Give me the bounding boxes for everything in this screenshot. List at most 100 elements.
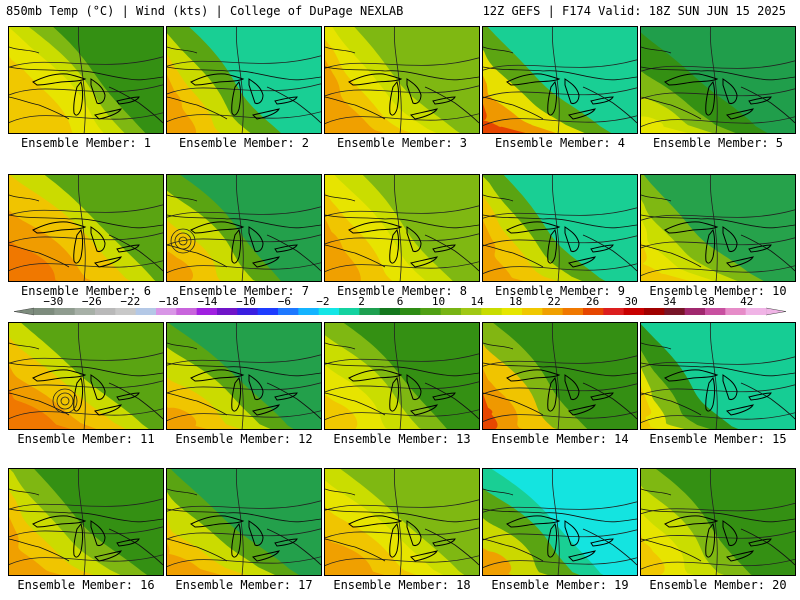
colorbar-swatch — [176, 308, 198, 315]
ensemble-map-19 — [482, 468, 638, 576]
ensemble-map-17 — [166, 468, 322, 576]
colorbar-swatch — [257, 308, 279, 315]
colorbar-tick-label: 30 — [625, 296, 638, 308]
temperature-field — [167, 175, 321, 281]
colorbar-tick-label: 14 — [470, 296, 484, 308]
temperature-field — [641, 175, 795, 281]
temperature-field — [9, 469, 163, 575]
colorbar-swatch — [95, 308, 116, 315]
colorbar-swatch — [542, 308, 564, 315]
ensemble-member-label: Ensemble Member: 1 — [20, 136, 152, 150]
temperature-field — [9, 323, 163, 429]
colorbar-swatch — [440, 308, 462, 315]
ensemble-member-label: Ensemble Member: 14 — [491, 432, 629, 446]
colorbar-tick-label: 18 — [509, 296, 522, 308]
ensemble-map-10 — [640, 174, 796, 282]
colorbar-swatch — [74, 308, 96, 315]
ensemble-member-label: Ensemble Member: 15 — [649, 432, 787, 446]
colorbar-swatch — [217, 308, 238, 315]
colorbar-swatch — [400, 308, 421, 315]
temperature-field — [483, 175, 637, 281]
colorbar-swatch — [481, 308, 503, 315]
ensemble-member-label: Ensemble Member: 9 — [494, 284, 626, 298]
ensemble-member-label: Ensemble Member: 13 — [333, 432, 471, 446]
colorbar-swatch — [339, 308, 360, 315]
ensemble-map-1 — [8, 26, 164, 134]
colorbar-swatch — [34, 308, 55, 315]
colorbar-swatch — [379, 308, 401, 315]
colorbar-tick-label: 10 — [432, 296, 445, 308]
temperature-field — [325, 27, 479, 133]
ensemble-map-16 — [8, 468, 164, 576]
temperature-field — [641, 323, 795, 429]
colorbar-swatch — [318, 308, 340, 315]
colorbar-tick-label: −10 — [236, 296, 256, 308]
ensemble-member-label: Ensemble Member: 5 — [652, 136, 784, 150]
temperature-field — [641, 469, 795, 575]
colorbar-swatch — [562, 308, 584, 315]
colorbar-swatch — [420, 308, 442, 315]
temperature-field — [483, 27, 637, 133]
colorbar-swatch — [54, 308, 76, 315]
ensemble-member-label: Ensemble Member: 11 — [17, 432, 155, 446]
colorbar-swatch — [583, 308, 604, 315]
ensemble-member-label: Ensemble Member: 4 — [494, 136, 626, 150]
ensemble-map-18 — [324, 468, 480, 576]
colorbar-tick-label: 38 — [702, 296, 715, 308]
colorbar-swatch — [725, 308, 747, 315]
colorbar-tick-label: −14 — [197, 296, 217, 308]
colorbar-arrow-left — [13, 307, 35, 316]
colorbar-swatch — [359, 308, 381, 315]
temperature-field — [483, 323, 637, 429]
temperature-field — [9, 27, 163, 133]
ensemble-member-label: Ensemble Member: 7 — [178, 284, 310, 298]
ensemble-map-14 — [482, 322, 638, 430]
colorbar-swatch — [603, 308, 625, 315]
temperature-field — [325, 469, 479, 575]
colorbar-swatch — [664, 308, 686, 315]
ensemble-member-label: Ensemble Member: 19 — [491, 578, 629, 592]
ensemble-map-8 — [324, 174, 480, 282]
colorbar-swatch — [522, 308, 543, 315]
colorbar-tick-label: 26 — [586, 296, 599, 308]
ensemble-map-2 — [166, 26, 322, 134]
colorbar-tick-label: 6 — [397, 296, 404, 308]
colorbar-swatch — [501, 308, 523, 315]
ensemble-map-13 — [324, 322, 480, 430]
ensemble-member-label: Ensemble Member: 6 — [20, 284, 152, 298]
ensemble-map-5 — [640, 26, 796, 134]
ensemble-map-15 — [640, 322, 796, 430]
ensemble-member-label: Ensemble Member: 2 — [178, 136, 310, 150]
temperature-field — [167, 27, 321, 133]
ensemble-member-label: Ensemble Member: 10 — [649, 284, 787, 298]
temperature-field — [641, 27, 795, 133]
ensemble-member-label: Ensemble Member: 16 — [17, 578, 155, 592]
temperature-field — [167, 323, 321, 429]
colorbar-swatch — [237, 308, 259, 315]
ensemble-map-6 — [8, 174, 164, 282]
ensemble-map-3 — [324, 26, 480, 134]
colorbar-swatch — [684, 308, 706, 315]
ensemble-member-label: Ensemble Member: 8 — [336, 284, 468, 298]
ensemble-member-label: Ensemble Member: 12 — [175, 432, 313, 446]
colorbar-swatch — [705, 308, 726, 315]
ensemble-member-label: Ensemble Member: 3 — [336, 136, 468, 150]
colorbar-swatch — [298, 308, 320, 315]
colorbar-tick-label: −30 — [43, 296, 63, 308]
colorbar-swatch — [623, 308, 645, 315]
colorbar-tick-label: −18 — [159, 296, 179, 308]
colorbar-swatch — [644, 308, 665, 315]
colorbar-tick-label: 22 — [547, 296, 560, 308]
colorbar-swatch — [278, 308, 299, 315]
ensemble-map-4 — [482, 26, 638, 134]
colorbar-swatch — [156, 308, 177, 315]
colorbar-tick-label: 2 — [358, 296, 365, 308]
ensemble-member-label: Ensemble Member: 20 — [649, 578, 787, 592]
colorbar-tick-label: 34 — [663, 296, 677, 308]
colorbar-swatch — [115, 308, 137, 315]
ensemble-map-11 — [8, 322, 164, 430]
ensemble-member-label: Ensemble Member: 17 — [175, 578, 313, 592]
ensemble-member-label: Ensemble Member: 18 — [333, 578, 471, 592]
ensemble-map-9 — [482, 174, 638, 282]
colorbar-tick-label: −2 — [316, 296, 329, 308]
